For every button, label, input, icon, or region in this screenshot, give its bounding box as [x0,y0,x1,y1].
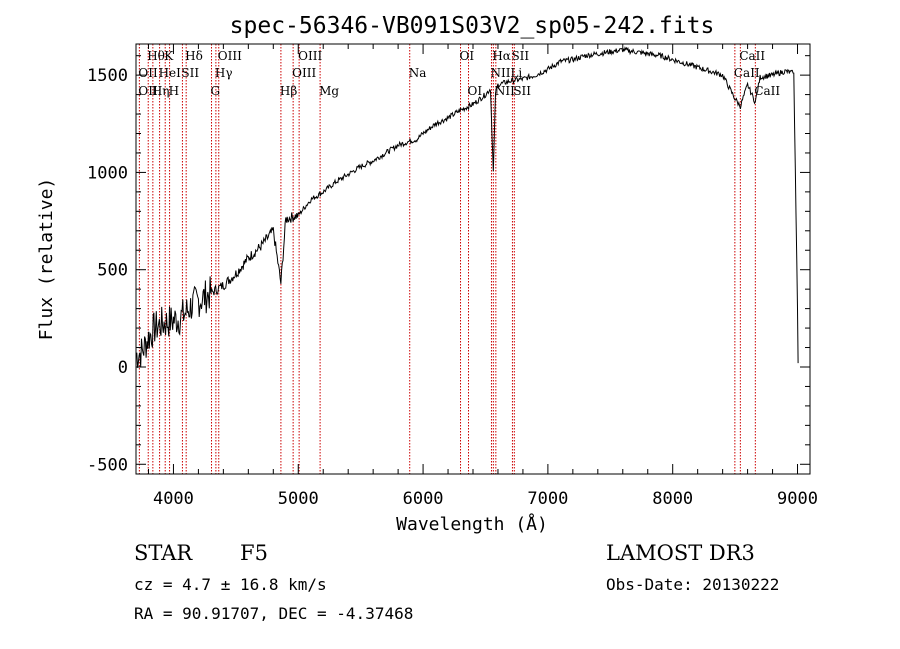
marker-label: SII [181,66,199,80]
x-tick-label: 8000 [652,489,693,509]
x-axis-label: Wavelength (Å) [396,513,548,535]
coordinates-readout: RA = 90.91707, DEC = -4.37468 [134,604,413,623]
marker-label: HeI [159,66,182,80]
marker-label: Hα [492,49,511,63]
redshift-readout: cz = 4.7 ± 16.8 km/s [134,575,327,594]
x-tick-label: 5000 [278,489,319,509]
emission-line-markers [138,44,756,474]
marker-label: G [211,84,221,98]
x-tick-label: 4000 [153,489,194,509]
marker-label: Mg [319,84,339,98]
marker-label: Hγ [215,66,233,80]
marker-label: OII [138,66,158,80]
marker-label: SII [511,49,529,63]
marker-label: Hθ [147,49,165,63]
marker-label: Hβ [280,84,297,98]
marker-label: OIII [218,49,242,63]
chart-title: spec-56346-VB091S03V2_sp05-242.fits [230,13,715,39]
marker-label: OI [468,84,483,98]
marker-label: H [169,84,179,98]
marker-label: CaII [739,49,765,63]
x-tick-label: 7000 [527,489,568,509]
y-tick-label: -500 [87,455,128,475]
observation-date: Obs-Date: 20130222 [606,575,779,594]
marker-label: NII [490,66,510,80]
y-axis-ticks: -500 0 500 1000 1500 [87,55,810,475]
y-tick-label: 1000 [87,163,128,183]
marker-label: Hη [152,84,170,98]
spectrum-line [136,46,799,368]
marker-label: NII [495,84,515,98]
y-tick-label: 0 [118,358,128,378]
survey-name: LAMOST DR3 [606,541,755,565]
x-tick-label: 6000 [403,489,444,509]
x-axis-ticks: 4000 5000 6000 7000 8000 9000 [147,44,818,509]
object-class: STAR [134,541,193,565]
marker-label: OI [460,49,475,63]
marker-label: CaII [754,84,780,98]
y-tick-label: 1500 [87,66,128,86]
y-tick-label: 500 [97,261,128,281]
spectral-subclass: F5 [240,541,268,565]
plot-frame [135,43,811,475]
x-tick-label: 9000 [777,489,818,509]
y-axis-label: Flux (relative) [36,178,57,341]
marker-label: CaII [734,66,760,80]
marker-label: Hδ [185,49,203,63]
marker-label: OIII [298,49,322,63]
marker-label: OII [138,84,158,98]
marker-label: Li [510,66,522,80]
marker-label: SII [513,84,531,98]
marker-label: OIII [292,66,316,80]
marker-label: K [164,49,174,63]
marker-label: Na [409,66,427,80]
